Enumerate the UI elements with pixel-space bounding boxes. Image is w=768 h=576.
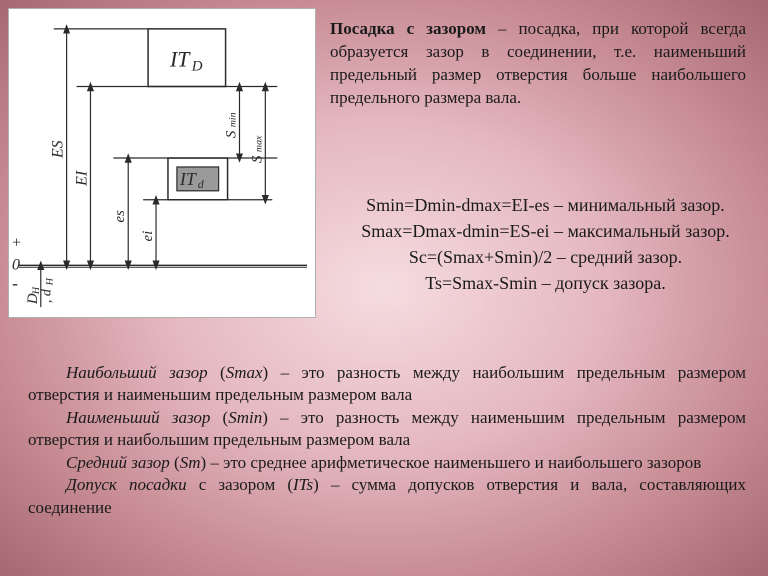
svg-text:IT: IT (169, 48, 191, 72)
svg-text:D: D (191, 59, 203, 75)
svg-text:es: es (112, 210, 128, 223)
tolerance-diagram: IT D IT d ES EI es ei S min S max (8, 8, 316, 318)
svg-text:S: S (224, 130, 240, 138)
svg-text:min: min (228, 112, 239, 127)
def-sm: Средний зазор (Sm) – это среднее арифмет… (28, 452, 746, 474)
svg-text:ei: ei (140, 231, 156, 242)
svg-text:ES: ES (50, 140, 67, 159)
def-smin: Наименьший зазор (Smin) – это разность м… (28, 407, 746, 452)
formula-smax: Smax=Dmax-dmin=ES-ei – максимальный зазо… (345, 218, 746, 244)
svg-text:H: H (45, 277, 56, 286)
diagram-svg: IT D IT d ES EI es ei S min S max (9, 9, 315, 317)
svg-text:+: + (12, 234, 21, 251)
svg-text:d: d (198, 177, 204, 191)
svg-text:-: - (12, 273, 18, 293)
term-bold: Посадка с зазором (330, 19, 486, 38)
formulas-block: Smin=Dmin-dmax=EI-es – минимальный зазор… (345, 192, 746, 296)
svg-text:IT: IT (179, 169, 197, 189)
svg-text:max: max (253, 135, 264, 152)
formula-sc: Sc=(Smax+Smin)/2 – средний зазор. (345, 244, 746, 270)
formula-ts: Ts=Smax-Smin – допуск зазора. (345, 270, 746, 296)
svg-text:0: 0 (12, 256, 20, 273)
def-its: Допуск посадки с зазором (ITs) – сумма д… (28, 474, 746, 519)
formula-smin: Smin=Dmin-dmax=EI-es – минимальный зазор… (345, 192, 746, 218)
svg-text:, d: , d (40, 289, 55, 303)
svg-text:S: S (249, 155, 265, 163)
top-definition: Посадка с зазором – посадка, при которой… (330, 18, 746, 110)
svg-text:EI: EI (73, 170, 90, 187)
def-smax: Наибольший зазор (Smax) – это разность м… (28, 362, 746, 407)
definitions-block: Наибольший зазор (Smax) – это разность м… (28, 362, 746, 519)
